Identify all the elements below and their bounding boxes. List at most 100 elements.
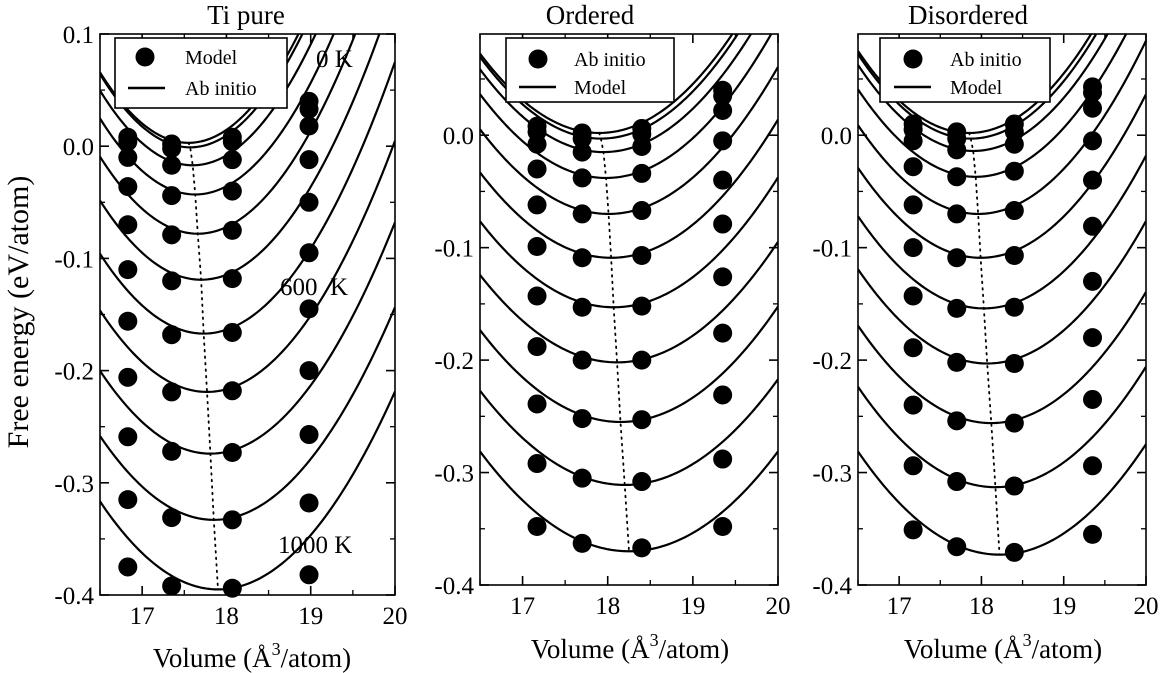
- series-curve: [858, 291, 1146, 425]
- series-curve: [858, 366, 1146, 489]
- y-tick-label: -0.4: [434, 573, 474, 600]
- data-point: [1004, 413, 1024, 433]
- data-point: [1004, 353, 1024, 373]
- series-curve: [100, 34, 357, 235]
- data-point: [947, 472, 967, 492]
- data-point: [222, 381, 242, 401]
- series-curve: [100, 391, 395, 591]
- data-point: [572, 297, 592, 317]
- data-point: [632, 410, 652, 430]
- data-point: [572, 533, 592, 553]
- data-point: [947, 352, 967, 372]
- data-point: [632, 472, 652, 492]
- data-point: [1004, 542, 1024, 562]
- data-point: [632, 136, 652, 156]
- data-point: [632, 246, 652, 266]
- data-point: [222, 150, 242, 170]
- data-point: [527, 394, 547, 414]
- y-tick-label: -0.1: [812, 236, 852, 263]
- data-point: [632, 296, 652, 316]
- series-curve: [480, 118, 778, 259]
- y-tick-label: -0.1: [434, 236, 474, 263]
- data-point: [299, 425, 319, 445]
- data-point: [118, 215, 138, 235]
- data-point: [222, 220, 242, 240]
- data-point: [222, 269, 242, 289]
- panel-ti-pure: Ti pure 17 18 19 20 0.1 0.0 -0.1 -0.2 -0.3 -0.4 M…: [54, 0, 407, 673]
- series-curve: [100, 34, 304, 149]
- y-tick-label: -0.2: [54, 359, 94, 386]
- data-point: [1083, 456, 1103, 476]
- data-point: [527, 454, 547, 474]
- data-point: [713, 385, 733, 405]
- data-point: [162, 325, 182, 345]
- annotation-1000k: 1000 K: [278, 532, 352, 559]
- series-curve: [100, 34, 381, 281]
- data-point: [632, 201, 652, 221]
- series-curve: [858, 40, 1146, 216]
- data-point: [713, 170, 733, 190]
- data-point: [527, 337, 547, 357]
- y-tick-label: 0.0: [821, 123, 852, 150]
- series-curve: [480, 378, 778, 487]
- x-tick-label: 20: [383, 603, 408, 630]
- data-point: [1083, 82, 1103, 102]
- y-tick-label: 0.0: [443, 123, 474, 150]
- data-point: [947, 167, 967, 187]
- data-point: [118, 427, 138, 447]
- data-point: [713, 267, 733, 287]
- data-point: [118, 490, 138, 510]
- y-tick-label: 0.1: [63, 22, 94, 49]
- data-point: [299, 493, 319, 513]
- data-point: [903, 456, 923, 476]
- data-point: [713, 517, 733, 537]
- data-point: [527, 134, 547, 154]
- data-point: [947, 140, 967, 160]
- data-point: [162, 271, 182, 291]
- data-point: [162, 138, 182, 158]
- x-tick-label: 17: [510, 593, 535, 620]
- data-point: [222, 510, 242, 530]
- data-point: [299, 361, 319, 381]
- data-point: [118, 367, 138, 387]
- data-point: [1004, 476, 1024, 496]
- data-point: [299, 192, 319, 212]
- series-curve: [858, 34, 1093, 135]
- x-tick-label: 18: [969, 593, 994, 620]
- data-point: [299, 299, 319, 319]
- data-point: [632, 350, 652, 370]
- panel-ordered: Ordered 17 18 19 20 0.0 -0.1 -0.2 -0.3 -0.4 Ab i…: [434, 0, 790, 664]
- series-curve: [100, 34, 300, 144]
- data-point: [1004, 201, 1024, 221]
- x-axis-label: Volume (Å3/atom): [531, 630, 729, 664]
- legend-label: Model: [574, 77, 627, 99]
- minima-trace: [968, 132, 1001, 556]
- data-point: [299, 150, 319, 170]
- x-tick-label: 19: [680, 593, 705, 620]
- data-point: [903, 395, 923, 415]
- annotation-600k: 600 K: [280, 274, 348, 301]
- legend-marker-dot: [528, 49, 548, 69]
- panel-disordered: Disordered 17 18 19 20 0.0 -0.1 -0.2 -0.3 -0.4 A…: [812, 0, 1158, 664]
- series-curve: [100, 221, 395, 455]
- legend-marker-dot: [903, 49, 923, 69]
- data-point: [527, 286, 547, 306]
- x-tick-label: 18: [214, 603, 239, 630]
- data-point: [572, 204, 592, 224]
- series-curve: [480, 450, 778, 553]
- minima-trace: [187, 141, 219, 591]
- series-curve: [858, 220, 1146, 365]
- x-tick-label: 17: [887, 593, 912, 620]
- y-tick-label: -0.3: [434, 461, 474, 488]
- data-point: [299, 99, 319, 119]
- x-tick-label: 17: [130, 603, 155, 630]
- data-point: [118, 260, 138, 280]
- data-point: [1004, 246, 1024, 266]
- data-point: [1083, 271, 1103, 291]
- data-point: [222, 181, 242, 201]
- legend-label: Ab initio: [185, 78, 257, 100]
- series-curve: [100, 306, 395, 521]
- plot-frame: [479, 33, 779, 586]
- data-point: [572, 142, 592, 162]
- data-point: [1004, 161, 1024, 181]
